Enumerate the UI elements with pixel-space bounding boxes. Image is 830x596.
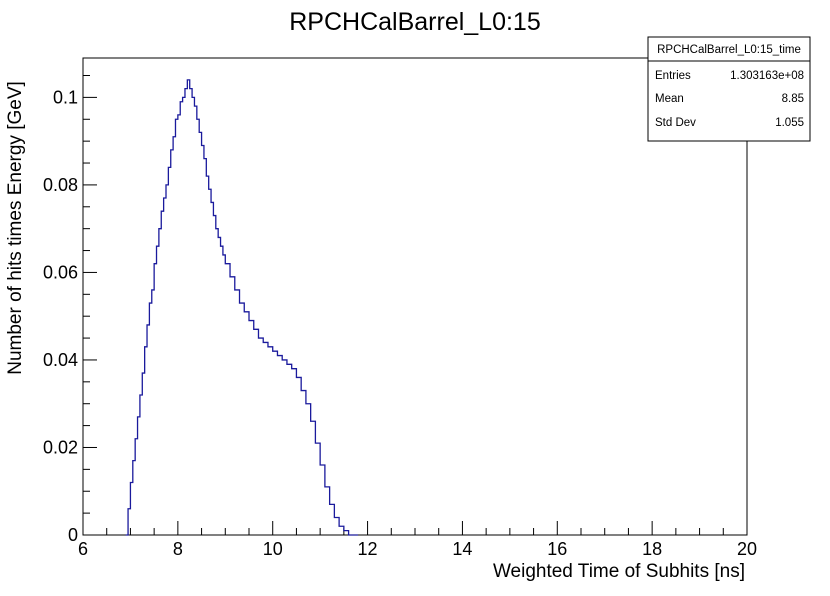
data-series-line bbox=[125, 79, 359, 536]
stats-box: RPCHCalBarrel_L0:15_time Entries 1.30316… bbox=[647, 36, 811, 142]
y-axis: 0 0.02 0.04 0.06 0.08 0.1 bbox=[43, 75, 97, 545]
x-tick-label: 18 bbox=[642, 539, 662, 559]
x-tick-label: 8 bbox=[173, 539, 183, 559]
y-axis-label: Number of hits times Energy [GeV] bbox=[5, 81, 26, 375]
y-tick-label: 0.02 bbox=[43, 437, 78, 457]
y-tick-label: 0.06 bbox=[43, 262, 78, 282]
y-tick-label: 0 bbox=[68, 525, 78, 545]
stats-label-entries: Entries bbox=[655, 70, 691, 82]
x-axis: 6 8 10 12 14 16 18 20 bbox=[78, 521, 757, 559]
stats-label-stddev: Std Dev bbox=[655, 117, 696, 129]
stats-box-frame bbox=[647, 36, 811, 142]
y-tick-label: 0.1 bbox=[53, 87, 78, 107]
x-tick-label: 6 bbox=[78, 539, 88, 559]
stats-value-entries: 1.303163e+08 bbox=[730, 70, 804, 82]
x-tick-label: 12 bbox=[358, 539, 378, 559]
x-axis-label: Weighted Time of Subhits [ns] bbox=[493, 561, 745, 582]
y-tick-label: 0.04 bbox=[43, 350, 78, 370]
y-tick-label: 0.08 bbox=[43, 175, 78, 195]
plot-frame bbox=[82, 57, 748, 536]
stats-value-mean: 8.85 bbox=[782, 93, 804, 105]
x-tick-label: 16 bbox=[547, 539, 567, 559]
x-tick-label: 10 bbox=[263, 539, 283, 559]
chart-title: RPCHCalBarrel_L0:15 bbox=[289, 8, 541, 36]
stats-value-stddev: 1.055 bbox=[775, 117, 804, 129]
x-tick-label: 14 bbox=[452, 539, 472, 559]
stats-title: RPCHCalBarrel_L0:15_time bbox=[657, 44, 801, 56]
stats-label-mean: Mean bbox=[655, 93, 684, 105]
x-tick-label: 20 bbox=[737, 539, 757, 559]
